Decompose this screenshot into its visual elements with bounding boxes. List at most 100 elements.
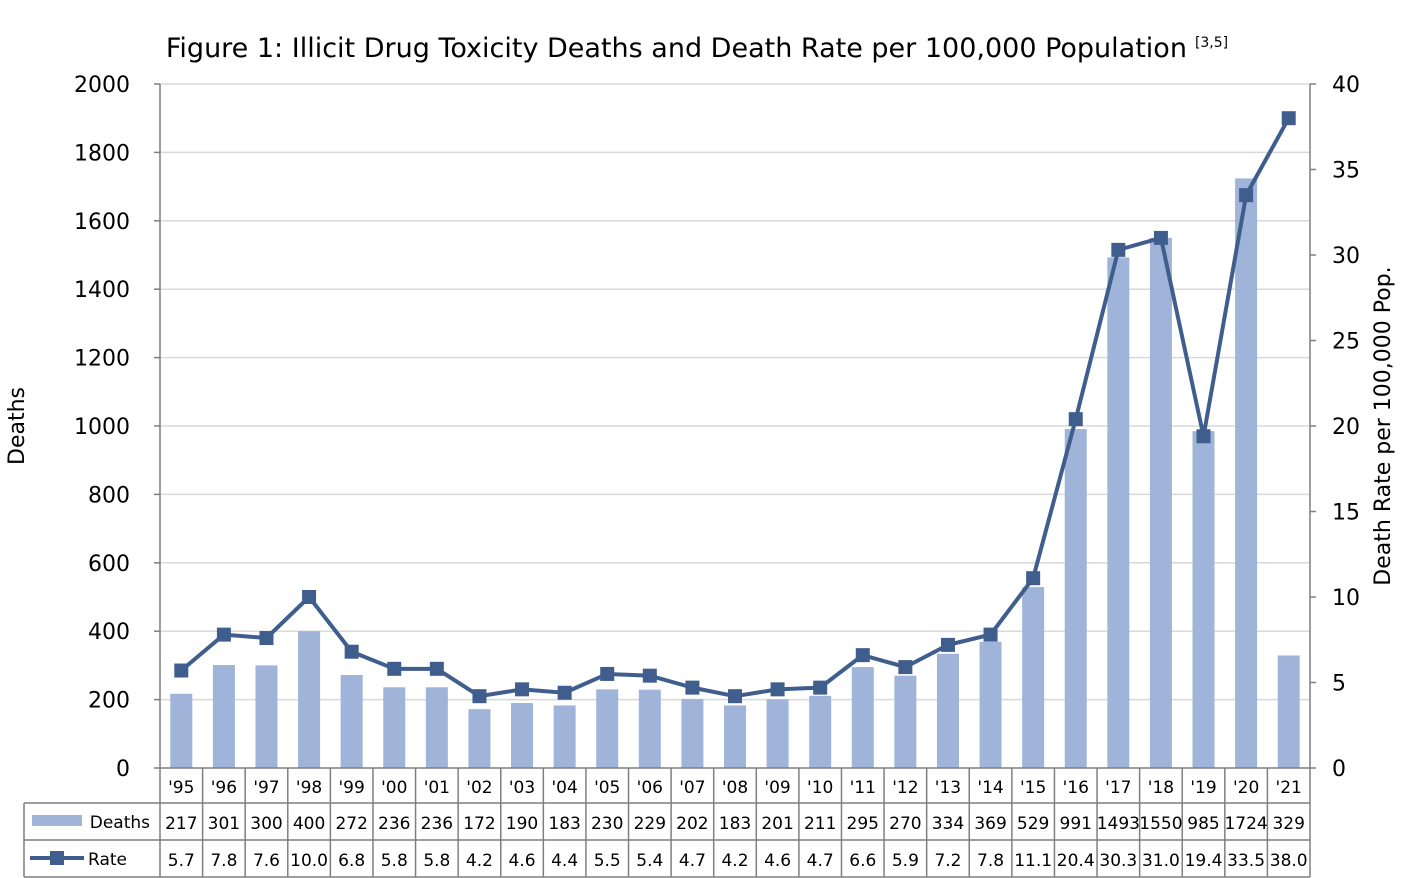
rate-marker [429, 661, 444, 676]
rate-cell: 7.6 [253, 851, 280, 871]
rate-marker [685, 680, 700, 695]
rate-marker [1239, 188, 1254, 203]
rate-cell: 30.3 [1099, 851, 1137, 871]
rate-marker [472, 689, 487, 704]
rate-marker [1026, 571, 1041, 586]
rate-marker [770, 682, 785, 697]
category-label: '18 [1148, 778, 1174, 798]
deaths-cell: 1724 [1224, 814, 1267, 834]
rate-cell: 4.2 [466, 851, 493, 871]
deaths-bar [1107, 257, 1130, 768]
deaths-cell: 270 [889, 814, 921, 834]
category-label: '20 [1233, 778, 1259, 798]
rate-cell: 38.0 [1270, 851, 1308, 871]
rate-cell: 4.6 [764, 851, 791, 871]
deaths-cell: 183 [548, 814, 580, 834]
category-label: '15 [1020, 778, 1046, 798]
deaths-cell: 529 [1017, 814, 1049, 834]
deaths-cell: 334 [932, 814, 964, 834]
deaths-bar [298, 631, 321, 768]
left-tick-label: 2000 [74, 73, 130, 98]
right-tick-label: 40 [1332, 73, 1360, 98]
deaths-cell: 295 [847, 814, 879, 834]
left-tick-label: 800 [88, 483, 130, 508]
right-axis-label: Death Rate per 100,000 Pop. [1371, 266, 1396, 585]
right-tick-label: 25 [1332, 330, 1360, 355]
rate-cell: 6.8 [338, 851, 365, 871]
rate-marker [174, 663, 189, 678]
rate-cell: 7.8 [210, 851, 237, 871]
rate-cell: 5.8 [423, 851, 450, 871]
rate-marker [259, 631, 274, 646]
left-tick-label: 0 [116, 757, 130, 782]
rate-cell: 7.2 [934, 851, 961, 871]
category-label: '11 [850, 778, 876, 798]
category-label: '17 [1105, 778, 1131, 798]
rate-marker [344, 644, 359, 659]
rate-cell: 4.6 [509, 851, 536, 871]
deaths-bar [212, 665, 235, 768]
left-axis-ticks: 0 200 400 600 800 1000 1200 1400 1600 1800 2000 [74, 73, 130, 782]
rate-marker [1196, 429, 1211, 444]
right-tick-label: 35 [1332, 159, 1360, 184]
right-tick-label: 10 [1332, 586, 1360, 611]
deaths-bar [511, 703, 534, 768]
deaths-cell: 183 [719, 814, 751, 834]
left-tick-label: 600 [88, 552, 130, 577]
category-label: '02 [466, 778, 492, 798]
rate-marker [1153, 230, 1168, 245]
left-tick-label: 1800 [74, 141, 130, 166]
deaths-bar [1192, 431, 1215, 768]
rate-cell: 7.8 [977, 851, 1004, 871]
deaths-cell: 1550 [1139, 814, 1182, 834]
gridlines [160, 83, 1310, 701]
rate-cell: 20.4 [1057, 851, 1095, 871]
deaths-bar [468, 709, 491, 768]
deaths-cell: 236 [378, 814, 410, 834]
category-label: '14 [977, 778, 1003, 798]
deaths-bar [638, 689, 661, 768]
rate-cell: 11.1 [1014, 851, 1052, 871]
deaths-cell: 329 [1272, 814, 1304, 834]
right-tick-label: 0 [1332, 757, 1346, 782]
deaths-bar [979, 641, 1002, 768]
chart-title-text: Figure 1: Illicit Drug Toxicity Deaths a… [166, 33, 1187, 64]
category-label: '01 [424, 778, 450, 798]
deaths-cell: 229 [634, 814, 666, 834]
deaths-cell: 201 [761, 814, 793, 834]
left-tick-label: 1400 [74, 278, 130, 303]
right-tick-label: 30 [1332, 244, 1360, 269]
deaths-cell: 300 [250, 814, 282, 834]
rate-marker [1068, 412, 1083, 427]
deaths-cell: 190 [506, 814, 538, 834]
rate-marker [557, 685, 572, 700]
deaths-bar [170, 693, 193, 768]
rate-cell: 4.2 [721, 851, 748, 871]
deaths-bar [936, 653, 959, 768]
category-label: '99 [339, 778, 365, 798]
legend-deaths-label: Deaths [90, 813, 150, 833]
legend-rate-marker [50, 851, 64, 865]
deaths-bar [681, 698, 704, 768]
rate-marker [983, 627, 998, 642]
deaths-bar [809, 695, 832, 768]
deaths-cell: 230 [591, 814, 623, 834]
deaths-bar [340, 674, 363, 768]
deaths-cell: 211 [804, 814, 836, 834]
deaths-bar [1064, 429, 1087, 768]
deaths-cell: 301 [208, 814, 240, 834]
rate-marker [940, 637, 955, 652]
deaths-bar [255, 665, 278, 768]
rate-marker [515, 682, 530, 697]
chart-title: Figure 1: Illicit Drug Toxicity Deaths a… [166, 33, 1228, 64]
category-label: '08 [722, 778, 748, 798]
right-tick-label: 20 [1332, 415, 1360, 440]
deaths-bar [425, 687, 448, 768]
deaths-bars [170, 178, 1300, 769]
legend-deaths-swatch [32, 815, 82, 826]
deaths-bar [1277, 655, 1300, 768]
chart-title-superscript: [3,5] [1195, 35, 1228, 51]
left-tick-label: 1000 [74, 415, 130, 440]
rate-marker [898, 660, 913, 675]
rate-marker [728, 689, 742, 704]
